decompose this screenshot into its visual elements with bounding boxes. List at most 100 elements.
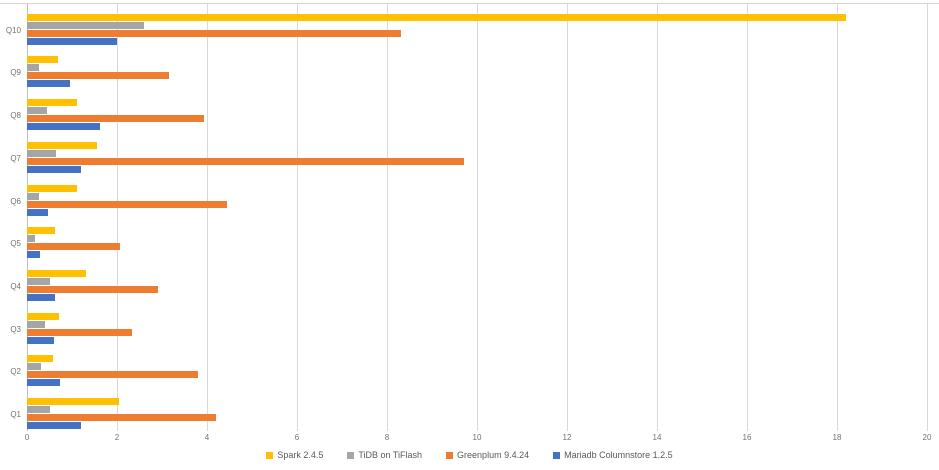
bar-q10: [27, 29, 401, 37]
bar-q8: [27, 107, 48, 115]
gridline: [117, 4, 118, 431]
x-axis-labels: 0 2 4 6 8 10 12 14 16 18 20: [24, 433, 932, 446]
y-axis-label: Q3: [10, 324, 21, 334]
legend-marker-icon: [553, 452, 561, 459]
y-axis-label: Q9: [10, 68, 21, 78]
bar-q5: [27, 251, 40, 259]
x-axis-tick-label: 14: [652, 433, 662, 442]
bar-q2: [27, 363, 41, 371]
y-label-cell: Q2: [0, 346, 24, 389]
x-axis-tick-label: 10: [472, 433, 482, 442]
bar-q5: [27, 235, 36, 243]
x-axis-tick-label: 0: [24, 433, 30, 442]
y-axis-label: Q5: [10, 239, 21, 249]
bar-q10: [27, 13, 846, 21]
bar-q2: [27, 379, 61, 387]
bar-q3: [27, 336, 54, 344]
y-label-cell: Q1: [0, 388, 24, 431]
y-label-cell: Q10: [0, 4, 24, 47]
x-axis-tick-label: 20: [922, 433, 932, 442]
bar-q6: [27, 192, 40, 200]
bar-q4: [27, 269, 86, 277]
bar-group-q4: [27, 260, 927, 303]
legend-label: Spark 2.4.5: [277, 450, 324, 460]
bar-group-q7: [27, 132, 927, 175]
bar-q6: [27, 200, 228, 208]
bar-q1: [27, 406, 50, 414]
gridline: [477, 4, 478, 431]
bar-q10: [27, 21, 144, 29]
bar-group-q1: [27, 388, 927, 431]
x-axis-tick-label: 18: [832, 433, 842, 442]
gridline: [837, 4, 838, 431]
gridline: [387, 4, 388, 431]
x-axis-tick-label: 12: [562, 433, 572, 442]
bar-q3: [27, 312, 59, 320]
x-axis-tick-label: 8: [384, 433, 390, 442]
y-label-cell: Q9: [0, 47, 24, 90]
bar-rows: [27, 4, 927, 431]
gridline: [747, 4, 748, 431]
bar-q1: [27, 422, 81, 430]
bar-group-q3: [27, 303, 927, 346]
bar-q7: [27, 157, 464, 165]
bar-q9: [27, 72, 169, 80]
bar-q9: [27, 64, 40, 72]
category-axis-line: [27, 4, 28, 431]
x-axis-tick-label: 4: [204, 433, 210, 442]
bar-q2: [27, 355, 53, 363]
bar-q6: [27, 184, 77, 192]
y-axis-label: Q8: [10, 111, 21, 121]
bar-q1: [27, 414, 216, 422]
plot-area: [27, 4, 928, 431]
legend-label: Mariadb Columnstore 1.2.5: [564, 450, 673, 460]
bar-q6: [27, 208, 49, 216]
y-label-cell: Q6: [0, 175, 24, 218]
x-axis-tick-label: 16: [742, 433, 752, 442]
legend-marker-icon: [347, 452, 355, 459]
y-label-cell: Q7: [0, 132, 24, 175]
legend-item: TiDB on TiFlash: [347, 451, 422, 460]
bar-q8: [27, 115, 204, 123]
legend-marker-icon: [446, 452, 454, 459]
bar-q4: [27, 293, 55, 301]
bar-q3: [27, 320, 45, 328]
bar-group-q2: [27, 346, 927, 389]
bar-q9: [27, 56, 58, 64]
bar-q4: [27, 285, 159, 293]
bar-q8: [27, 99, 77, 107]
bar-group-q10: [27, 4, 927, 47]
bar-group-q8: [27, 89, 927, 132]
y-axis-label: Q6: [10, 196, 21, 206]
bar-q5: [27, 243, 120, 251]
bar-q3: [27, 328, 132, 336]
gridline: [567, 4, 568, 431]
bar-q7: [27, 141, 97, 149]
legend-marker-icon: [266, 452, 274, 459]
bar-group-q9: [27, 47, 927, 90]
y-axis-label: Q7: [10, 153, 21, 163]
legend-item: Greenplum 9.4.24: [446, 451, 529, 460]
y-label-cell: Q4: [0, 260, 24, 303]
x-axis-tick-label: 2: [114, 433, 120, 442]
chart-top-border: [0, 3, 939, 4]
bar-q7: [27, 165, 81, 173]
bar-q8: [27, 123, 100, 131]
bar-q4: [27, 277, 50, 285]
bar-q10: [27, 37, 117, 45]
y-label-cell: Q3: [0, 303, 24, 346]
y-label-cell: Q8: [0, 89, 24, 132]
bar-q9: [27, 80, 70, 88]
legend-label: Greenplum 9.4.24: [457, 450, 530, 460]
bar-group-q6: [27, 175, 927, 218]
bar-q5: [27, 227, 55, 235]
bar-q1: [27, 398, 120, 406]
y-axis-labels: Q10 Q9 Q8 Q7 Q6 Q5 Q4 Q3 Q2 Q1: [0, 4, 24, 431]
legend: Spark 2.4.5 TiDB on TiFlash Greenplum 9.4.…: [0, 451, 939, 460]
y-axis-label: Q10: [5, 25, 21, 35]
gridline: [927, 4, 928, 431]
legend-item: Mariadb Columnstore 1.2.5: [553, 451, 673, 460]
bar-q2: [27, 371, 198, 379]
legend-label: TiDB on TiFlash: [358, 450, 423, 460]
